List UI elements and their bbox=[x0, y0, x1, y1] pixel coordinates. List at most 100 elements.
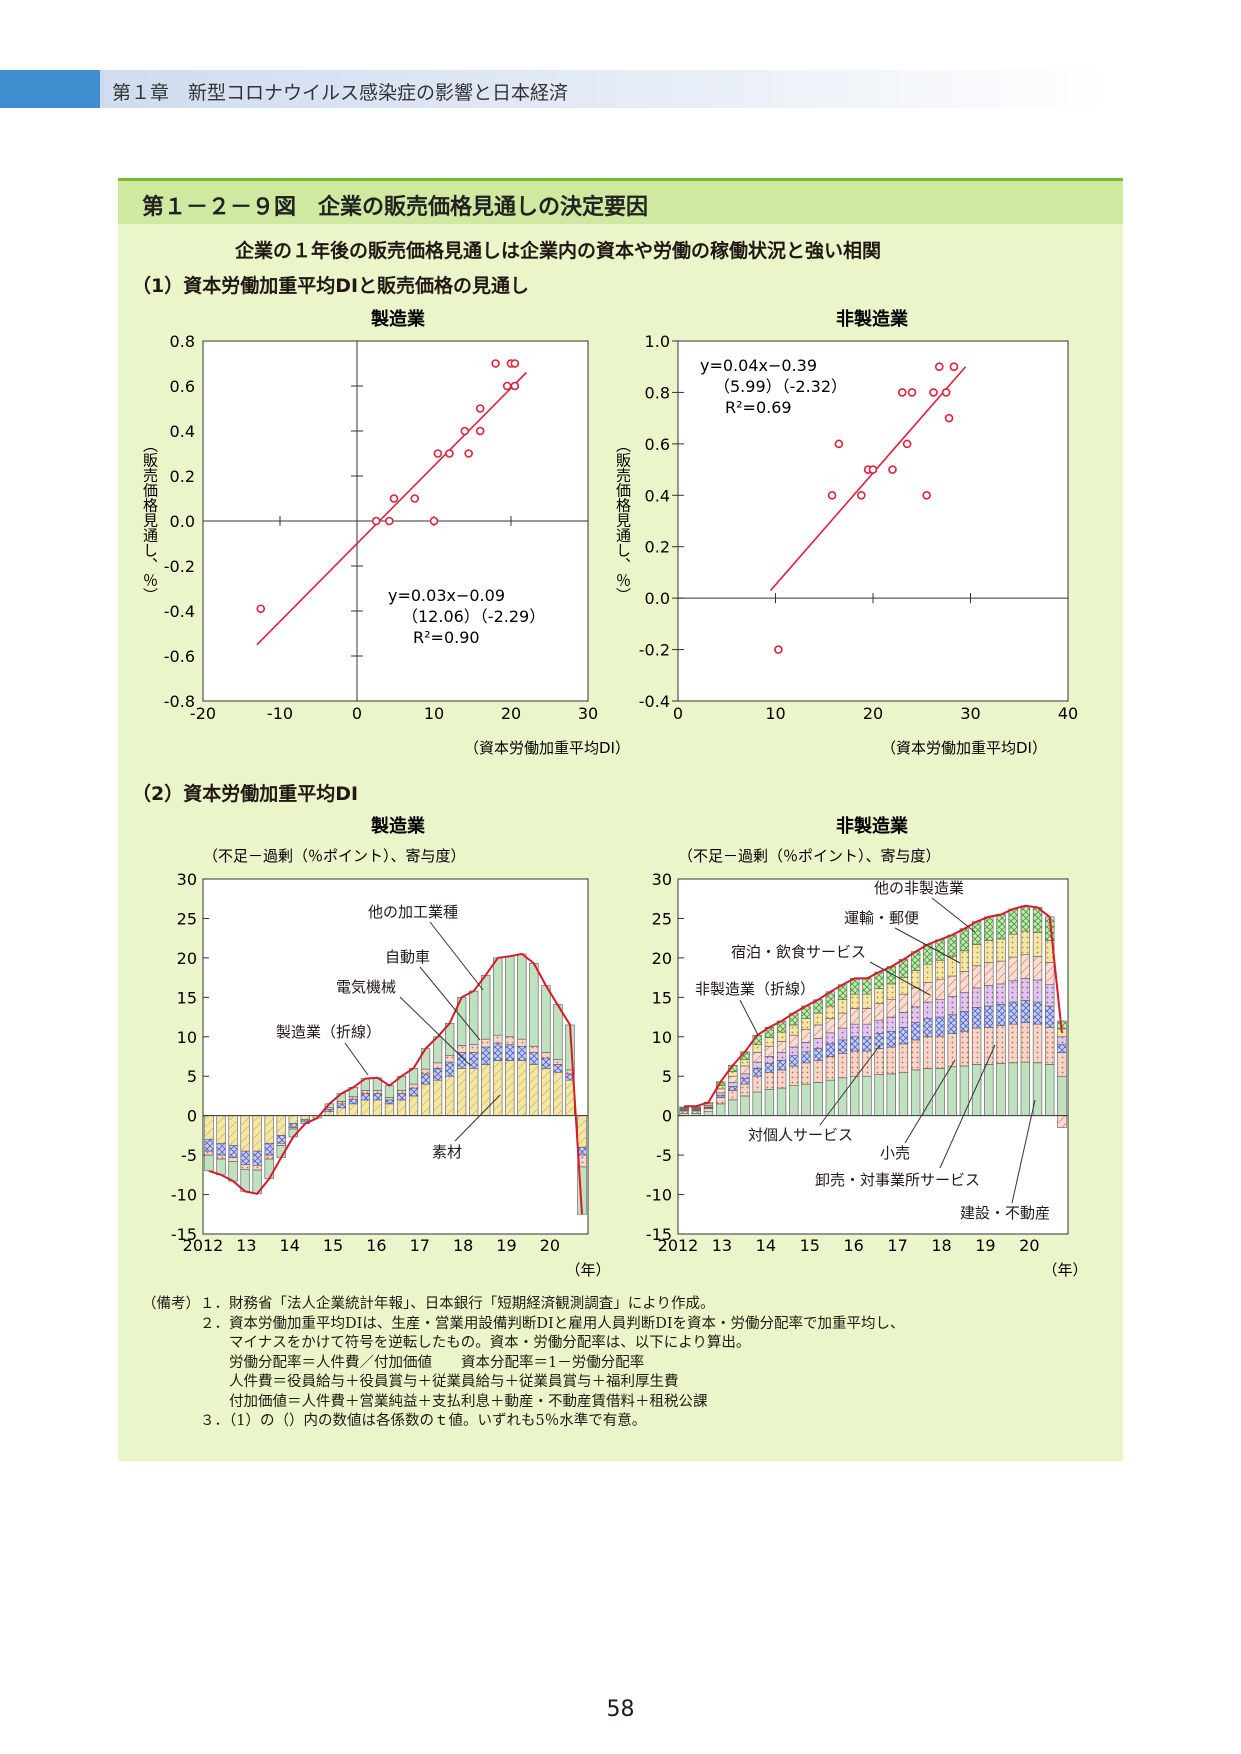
scatter-nonmfg-y-tick-label: 1.0 bbox=[645, 332, 670, 351]
bars-mfg-bar-segment-pattern bbox=[216, 1115, 226, 1144]
scatter-mfg-ylabel: （販売価格見通し、％） bbox=[141, 438, 159, 603]
bars-mfg-x-tick-label: 2012 bbox=[183, 1236, 224, 1255]
bars-mfg-bar-segment-pattern bbox=[433, 1080, 442, 1116]
bars-nonmfg-bar-segment-pattern bbox=[716, 1092, 726, 1096]
bars-nonmfg-bar-segment-pattern bbox=[996, 1004, 1006, 1026]
bars-mfg-bar-segment-pattern bbox=[445, 1055, 454, 1063]
bars-nonmfg-bar-segment-pattern bbox=[996, 914, 1006, 939]
bars-nonmfg-bar-segment bbox=[1057, 1075, 1067, 1116]
scatter-mfg-x-tick-label: 30 bbox=[578, 704, 598, 723]
bars-mfg-bar-segment bbox=[517, 953, 527, 1040]
scatter-nonmfg-x-tick-label: 0 bbox=[673, 704, 683, 723]
bars-nonmfg-bar-segment-pattern bbox=[691, 1110, 701, 1114]
bars-nonmfg-bar-segment-pattern bbox=[777, 1032, 786, 1042]
bars-mfg-bar-segment-pattern bbox=[577, 1147, 587, 1156]
scatter-mfg-point bbox=[464, 449, 473, 458]
bars-mfg-y-tick-label: 25 bbox=[177, 909, 197, 928]
scatter-mfg-point bbox=[510, 359, 520, 368]
bars-mfg-bar-segment-pattern bbox=[264, 1143, 274, 1156]
bars-nonmfg-bar-segment-pattern bbox=[789, 1035, 799, 1048]
scatter-mfg-y-tick-label: 0.0 bbox=[170, 512, 195, 531]
figure-title: 第１－２－９図 企業の販売価格見通しの決定要因 bbox=[142, 195, 649, 220]
bars-mfg-bar-segment-pattern bbox=[276, 1143, 286, 1146]
bars-nonmfg-bar-segment-pattern bbox=[765, 1056, 774, 1064]
scatter-nonmfg-equation-2: （5.99）（-2.32） bbox=[714, 377, 847, 396]
bars-nonmfg-bar-segment bbox=[959, 1065, 970, 1116]
bars-mfg-bar-segment-pattern bbox=[409, 1088, 418, 1096]
bars-nonmfg-bar-segment-pattern bbox=[1020, 905, 1030, 932]
bars-nonmfg-total-line bbox=[684, 904, 1063, 1108]
bars-mfg-bar-segment-pattern bbox=[264, 1115, 274, 1144]
bars-nonmfg-y-tick-label: 15 bbox=[652, 988, 672, 1007]
bars-mfg-bar-segment-pattern bbox=[373, 1090, 382, 1094]
annot-nm-personal: 対個人サービス bbox=[748, 1126, 853, 1144]
bars-nonmfg-bar-segment bbox=[1045, 1064, 1055, 1116]
bars-nonmfg-bar-segment-pattern bbox=[923, 964, 933, 983]
bars-nonmfg-bar-segment-pattern bbox=[947, 1014, 957, 1034]
bars-nonmfg-bar-segment-pattern bbox=[825, 1006, 835, 1019]
bars-nonmfg-bar-segment bbox=[874, 1074, 884, 1116]
annot-mfg-electrical: 電気機械 bbox=[336, 978, 396, 996]
bars-mfg-bar-segment-pattern bbox=[553, 1059, 563, 1065]
annot-nm-retail: 小売 bbox=[880, 1144, 910, 1162]
bars-nonmfg-bar-segment bbox=[862, 1075, 872, 1116]
bars-mfg-bar-segment-pattern bbox=[517, 1046, 527, 1061]
scatter-nonmfg-point bbox=[834, 439, 844, 449]
bars-nonmfg-bar-segment-pattern bbox=[886, 999, 896, 1018]
bars-nonmfg-bar-segment-pattern bbox=[911, 970, 921, 988]
bars-nonmfg-bar-segment-pattern bbox=[1020, 954, 1030, 979]
bars-mfg-bar-segment-pattern bbox=[397, 1093, 406, 1100]
bars-mfg-bar-segment bbox=[228, 1161, 238, 1182]
bars-nonmfg-bar-segment-pattern bbox=[825, 1018, 835, 1033]
bars-nonmfg-bar-segment-pattern bbox=[728, 1082, 738, 1087]
bars-nonmfg-x-tick-label: 17 bbox=[887, 1236, 907, 1255]
scatter-mfg-x-tick-label: 0 bbox=[352, 704, 362, 723]
scatter-mfg-y-tick-label: 0.8 bbox=[170, 332, 195, 351]
bars-mfg-bar-segment-pattern bbox=[288, 1123, 298, 1128]
bars-nonmfg-bar-segment-pattern bbox=[874, 1048, 884, 1075]
bars-nonmfg-bar-segment-pattern bbox=[691, 1106, 701, 1108]
bars-nonmfg-bar-segment-pattern bbox=[947, 976, 957, 997]
bars-nonmfg-bar-segment bbox=[703, 1111, 714, 1116]
scatter-nonmfg-fit-line bbox=[770, 366, 967, 591]
scatter-nonmfg-y-tick-label: 0.2 bbox=[645, 538, 670, 557]
bars-mfg-bar-segment-pattern bbox=[385, 1099, 394, 1104]
bars-nonmfg-bar-segment-pattern bbox=[996, 961, 1006, 984]
bars-mfg-y-tick-label: -15 bbox=[171, 1225, 197, 1244]
bars-mfg-bar-segment-pattern bbox=[421, 1069, 430, 1074]
bars-nonmfg-bar-segment bbox=[935, 1068, 945, 1116]
bars-nonmfg-bar-segment-pattern bbox=[923, 982, 933, 1003]
bars-nonmfg-bar-segment-pattern bbox=[972, 1028, 981, 1065]
bars-mfg-bar-segment-pattern bbox=[445, 1076, 454, 1116]
bars-mfg-y-tick-label: 5 bbox=[187, 1067, 197, 1086]
annot-nm-other: 他の非製造業 bbox=[874, 879, 964, 897]
scatter-nonmfg-point bbox=[949, 362, 959, 372]
bars-nonmfg-bar-segment-pattern bbox=[801, 1029, 811, 1043]
bars-nonmfg-bar-segment-pattern bbox=[765, 1072, 774, 1090]
bars-mfg-bar-segment-pattern bbox=[300, 1115, 310, 1120]
scatter-mfg-point bbox=[475, 426, 485, 436]
bars-mfg-bar-segment bbox=[505, 956, 515, 1038]
bars-mfg-bar-segment-pattern bbox=[252, 1165, 262, 1171]
bars-nonmfg-bar-segment-pattern bbox=[691, 1107, 701, 1109]
bars-nonmfg-bar-segment-pattern bbox=[1045, 1006, 1055, 1028]
scatter-mfg-point bbox=[445, 449, 454, 458]
bars-nonmfg-bar-segment-pattern bbox=[911, 987, 921, 1007]
bars-mfg-bar-segment-pattern bbox=[529, 1064, 539, 1116]
bars-nonmfg-bar-segment-pattern bbox=[923, 1036, 933, 1069]
bars-nonmfg-bar-segment-pattern bbox=[899, 1027, 908, 1044]
bars-mfg-bar-segment-pattern bbox=[529, 1046, 539, 1053]
bars-nonmfg-bar-segment-pattern bbox=[789, 1055, 799, 1066]
bars-mfg-bar-segment-pattern bbox=[324, 1111, 334, 1116]
bars-nonmfg-bar-segment-pattern bbox=[1045, 940, 1055, 963]
bars-nonmfg-bar-segment bbox=[947, 1066, 957, 1116]
bars-nonmfg-bar-segment-pattern bbox=[960, 1031, 969, 1066]
bars-mfg-bar-segment-pattern bbox=[469, 1044, 479, 1053]
bars-nonmfg-bar-segment-pattern bbox=[813, 1024, 823, 1039]
bars-mfg-bar-segment-pattern bbox=[433, 1062, 442, 1069]
bars-nonmfg-bar-segment-pattern bbox=[716, 1088, 726, 1093]
bars-nonmfg-bar-segment-pattern bbox=[765, 1063, 774, 1073]
bars-mfg-bar-segment-pattern bbox=[228, 1157, 238, 1162]
bars-nonmfg-bar-segment-pattern bbox=[679, 1110, 689, 1111]
